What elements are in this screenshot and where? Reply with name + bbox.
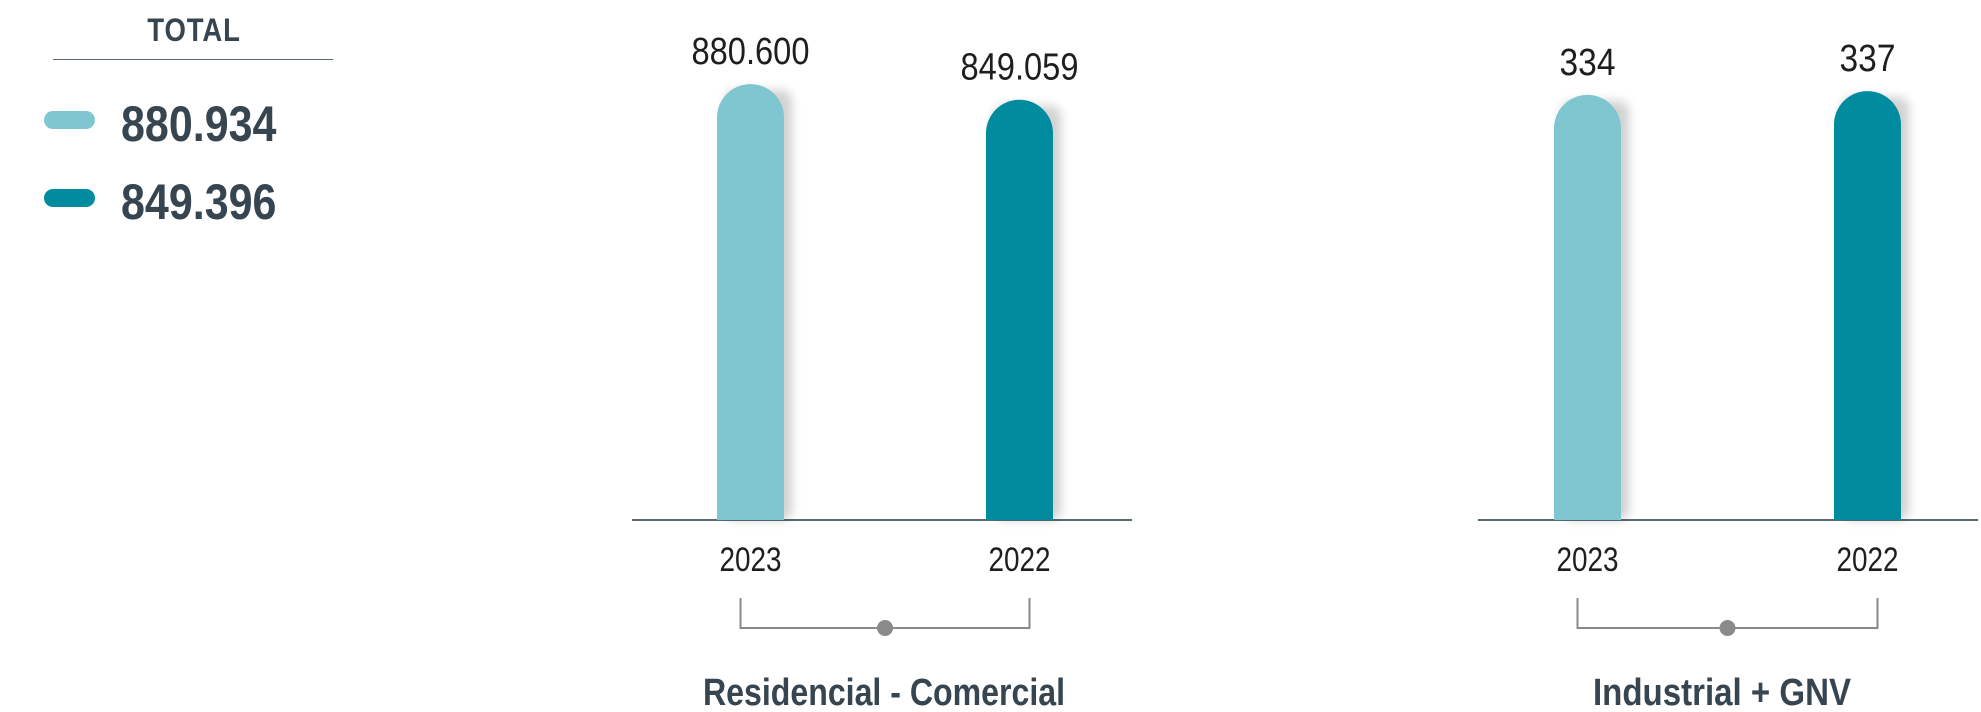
legend-total-2023: 880.934 [121, 96, 277, 152]
x-tick-label: 2023 [1557, 541, 1619, 579]
legend-item-2022: 849.396 [44, 173, 344, 230]
bar-value-label: 337 [1840, 38, 1896, 80]
bracket-dot [1719, 620, 1736, 636]
bar-residencial-2022 [986, 99, 1053, 521]
x-tick-label: 2022 [1837, 541, 1899, 579]
bar-value-label: 880.600 [692, 31, 810, 73]
legend-swatch-dark [44, 189, 95, 207]
x-tick-label: 2023 [720, 541, 782, 579]
legend: TOTAL 880.934 849.396 [0, 0, 360, 240]
bar-value-label: 849.059 [961, 47, 1079, 89]
legend-swatch-light [44, 111, 95, 129]
bracket-dot [877, 620, 893, 636]
bar-industrial-2023 [1554, 94, 1621, 520]
x-tick-label: 2022 [989, 541, 1051, 579]
legend-title: TOTAL [147, 12, 241, 48]
chart-title-residencial: Residencial - Comercial [703, 672, 1065, 712]
bar-value-label: 334 [1560, 42, 1616, 84]
legend-divider [53, 59, 333, 60]
bar-industrial-2022 [1834, 91, 1901, 520]
chart-title-industrial: Industrial + GNV [1593, 672, 1852, 712]
legend-total-2022: 849.396 [121, 174, 277, 230]
bar-residencial-2023 [717, 84, 784, 520]
legend-item-2023: 880.934 [44, 95, 344, 152]
